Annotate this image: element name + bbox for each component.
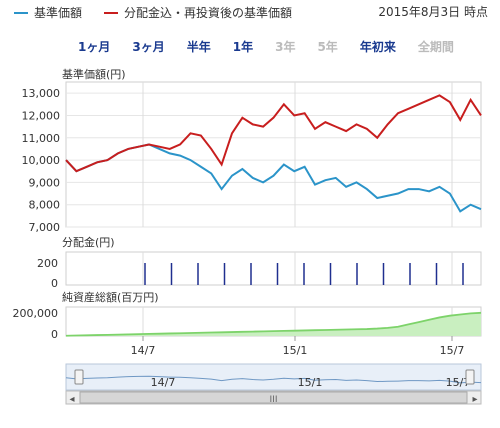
- scroll-right-arrow[interactable]: ▸: [472, 394, 477, 405]
- distribution-plot-area: [65, 251, 482, 286]
- legend-label-nav: 基準価額: [34, 6, 83, 20]
- distribution-ytick-label: 0: [51, 277, 58, 290]
- navigator-xtick-label: 15/1: [298, 376, 323, 389]
- scrollbar-grip: III: [270, 395, 278, 405]
- scrollbar-thumb[interactable]: [79, 391, 468, 404]
- navigator-left-handle[interactable]: [74, 369, 84, 385]
- assets-panel: 200,000 0: [13, 306, 482, 341]
- navigator-xtick-label: 14/7: [151, 376, 176, 389]
- assets-ytick-label: 200,000: [13, 307, 59, 320]
- nav-ytick-label: 13,000: [22, 87, 61, 100]
- reinvested-series-line: [65, 94, 482, 173]
- range-selector: 1ヶ月 3ヶ月 半年 1年 3年 5年 年初来 全期間: [78, 38, 476, 55]
- navigator[interactable]: 14/7 15/1 15/7 III ◂ ▸: [65, 363, 482, 405]
- legend-swatch-nav: [14, 11, 28, 14]
- range-all: 全期間: [417, 40, 454, 54]
- nav-panel-title: 基準価額(円): [62, 67, 126, 81]
- nav-ytick-label: 9,000: [29, 176, 61, 189]
- nav-ytick-label: 8,000: [29, 199, 61, 212]
- x-axis: 14/7 15/1 15/7: [131, 336, 465, 357]
- range-3y: 3年: [275, 40, 296, 54]
- navigator-right-handle[interactable]: [465, 369, 475, 385]
- assets-panel-title: 純資産総額(百万円): [62, 290, 159, 304]
- navigator-series-line: [65, 375, 482, 384]
- range-3m[interactable]: 3ヶ月: [132, 40, 165, 54]
- xtick-label: 15/1: [283, 344, 308, 357]
- navigator-window: [65, 363, 482, 391]
- legend-item-nav[interactable]: 基準価額: [14, 4, 82, 21]
- distribution-ytick-label: 200: [37, 257, 58, 270]
- legend-item-reinvested[interactable]: 分配金込・再投資後の基準価額: [104, 4, 292, 21]
- nav-ytick-label: 7,000: [29, 221, 61, 234]
- nav-plot-area: [65, 81, 482, 228]
- nav-ytick-label: 10,000: [22, 154, 61, 167]
- navigator-xtick-label: 15/7: [446, 376, 471, 389]
- range-ytd[interactable]: 年初来: [359, 40, 396, 54]
- range-1y[interactable]: 1年: [232, 40, 254, 54]
- assets-area-line: [65, 311, 482, 337]
- xtick-label: 14/7: [131, 344, 156, 357]
- range-6m[interactable]: 半年: [186, 40, 211, 54]
- nav-ytick-label: 11,000: [22, 132, 61, 145]
- legend: 基準価額 分配金込・再投資後の基準価額: [14, 4, 292, 21]
- range-5y: 5年: [317, 40, 338, 54]
- legend-label-reinvested: 分配金込・再投資後の基準価額: [124, 6, 293, 20]
- xtick-label: 15/7: [440, 344, 465, 357]
- as-of-date: 2015年8月3日 時点: [378, 5, 488, 19]
- assets-area-fill: [66, 312, 481, 336]
- assets-ytick-label: 0: [51, 328, 58, 341]
- nav-ytick-label: 12,000: [22, 109, 61, 122]
- range-1m[interactable]: 1ヶ月: [78, 40, 111, 54]
- scroll-left-arrow[interactable]: ◂: [69, 394, 74, 405]
- legend-swatch-reinvested: [104, 11, 119, 14]
- distribution-panel-title: 分配金(円): [62, 235, 115, 249]
- nav-panel: 13,000 12,000 11,000 10,000 9,000 8,000 7,000: [22, 81, 482, 234]
